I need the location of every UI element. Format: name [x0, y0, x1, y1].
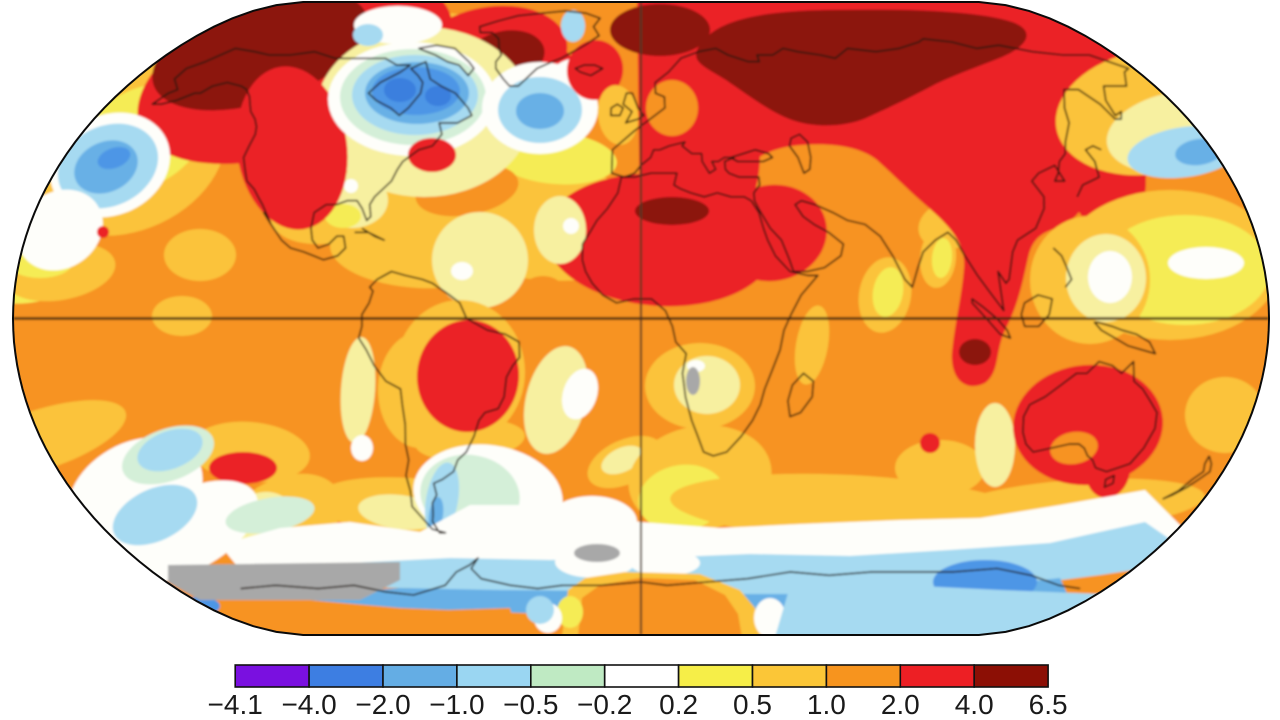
svg-text:6.5: 6.5: [1029, 689, 1068, 720]
svg-text:−2.0: −2.0: [355, 689, 410, 720]
svg-text:1.0: 1.0: [807, 689, 846, 720]
svg-text:0.5: 0.5: [733, 689, 772, 720]
svg-text:−1.0: −1.0: [429, 689, 484, 720]
svg-text:−0.2: −0.2: [577, 689, 632, 720]
svg-text:0.2: 0.2: [659, 689, 698, 720]
svg-text:−0.5: −0.5: [503, 689, 558, 720]
svg-text:2.0: 2.0: [881, 689, 920, 720]
svg-text:−4.1: −4.1: [208, 689, 263, 720]
svg-text:4.0: 4.0: [955, 689, 994, 720]
svg-text:−4.0: −4.0: [281, 689, 336, 720]
